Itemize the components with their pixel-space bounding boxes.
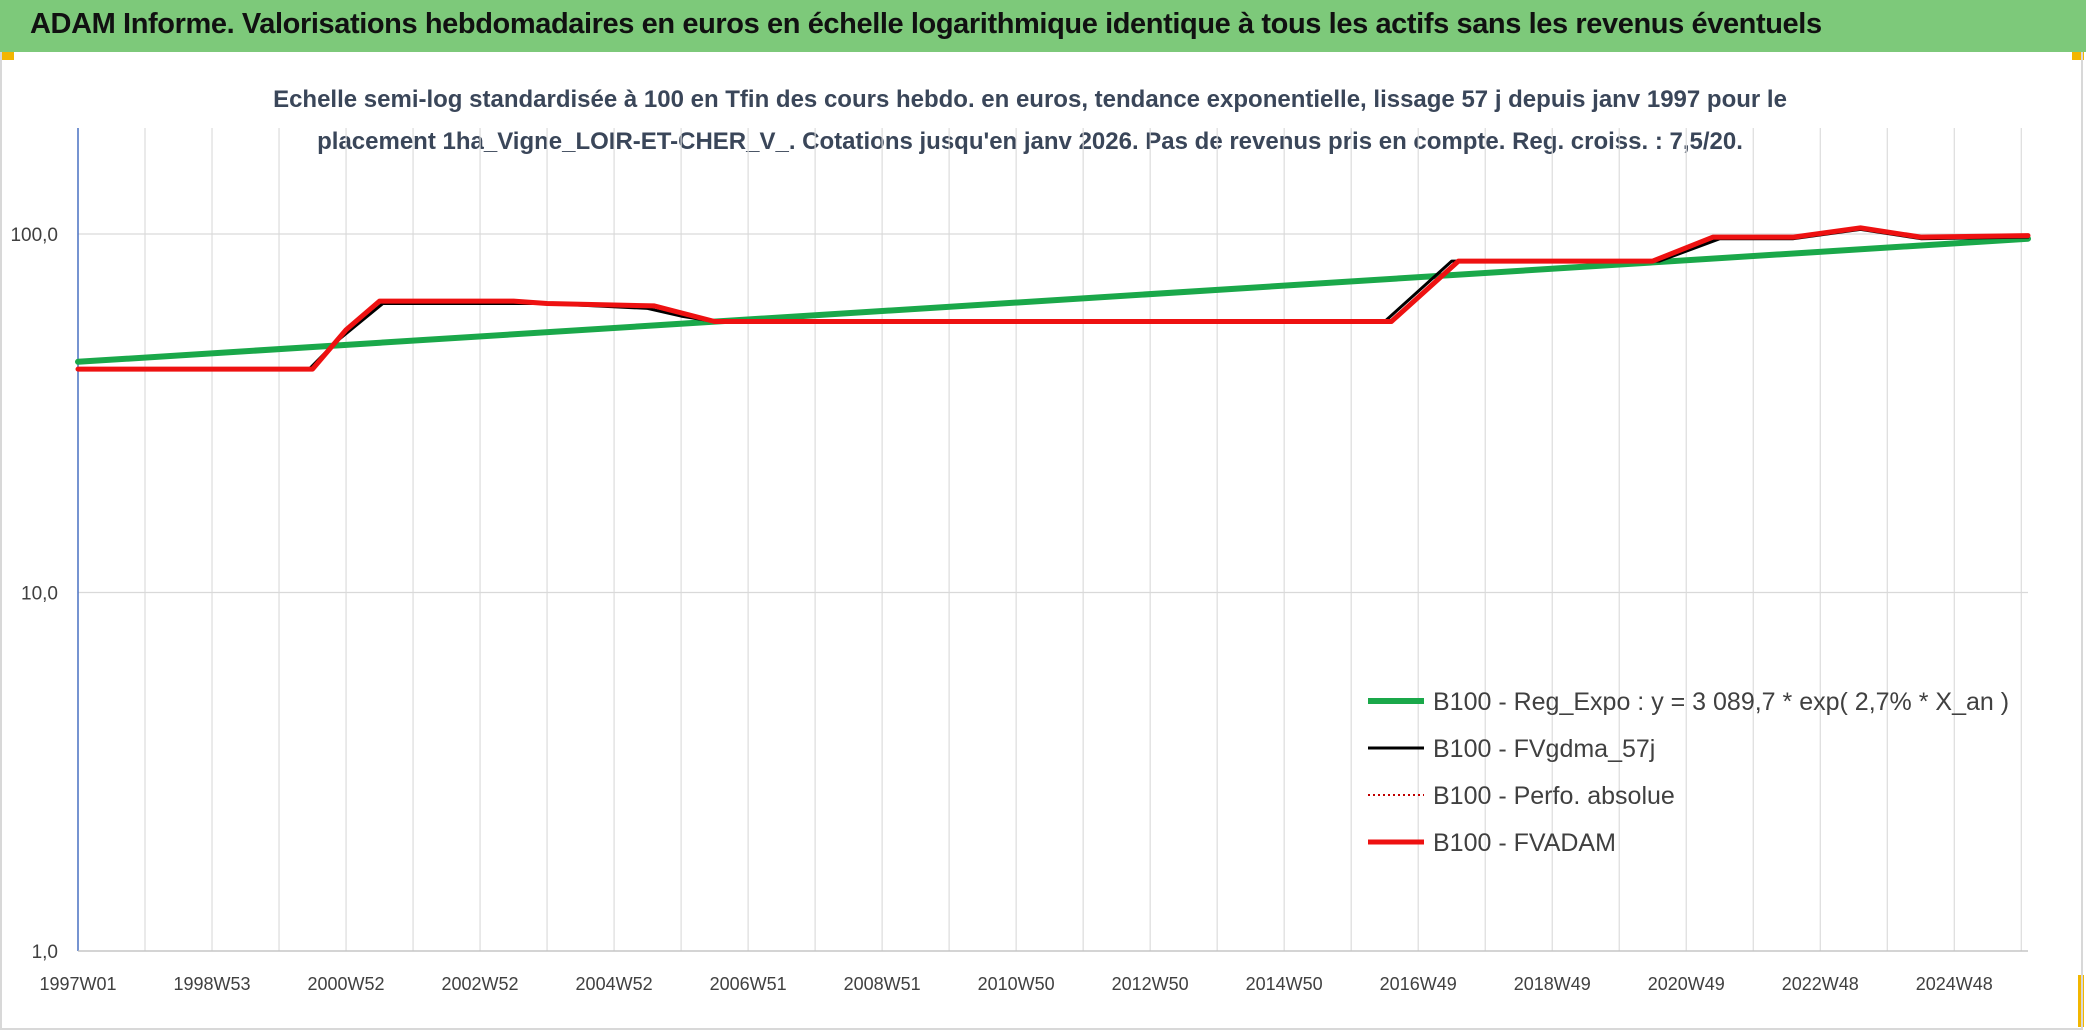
report-title: ADAM Informe. Valorisations hebdomadaire… (30, 8, 1822, 40)
x-tick-label: 2014W50 (1246, 974, 1323, 994)
x-tick-label: 1998W53 (173, 974, 250, 994)
x-tick-label: 2020W49 (1648, 974, 1725, 994)
y-tick-label: 10,0 (21, 584, 58, 605)
x-tick-label: 2006W51 (710, 974, 787, 994)
x-tick-label: 2024W48 (1916, 974, 1993, 994)
x-tick-label: 2002W52 (442, 974, 519, 994)
chart-frame (0, 52, 2083, 1030)
legend-label-1: B100 - FVgdma_57j (1433, 735, 1655, 763)
x-tick-label: 2016W49 (1380, 974, 1457, 994)
header-bar: ADAM Informe. Valorisations hebdomadaire… (0, 0, 2086, 52)
chart-title-line-2: placement 1ha_Vigne_LOIR-ET-CHER_V_. Cot… (317, 128, 1743, 155)
legend-label-3: B100 - FVADAM (1433, 829, 1616, 857)
series-line-3 (75, 225, 2031, 372)
legend-label-0: B100 - Reg_Expo : y = 3 089,7 * exp( 2,7… (1433, 688, 2009, 716)
x-tick-label: 2008W51 (844, 974, 921, 994)
x-tick-label: 1997W01 (39, 974, 116, 994)
y-tick-label: 100,0 (10, 225, 58, 246)
chart-title-line-1: Echelle semi-log standardisée à 100 en T… (273, 86, 1787, 113)
x-tick-label: 2022W48 (1782, 974, 1859, 994)
x-tick-label: 2004W52 (576, 974, 653, 994)
x-tick-label: 2018W49 (1514, 974, 1591, 994)
series-line-0 (75, 235, 2031, 365)
y-tick-label: 1,0 (32, 942, 58, 963)
legend-label-2: B100 - Perfo. absolue (1433, 782, 1675, 810)
x-tick-label: 2010W50 (978, 974, 1055, 994)
corner-marker-left (0, 52, 14, 60)
corner-marker-right (2072, 52, 2084, 60)
x-tick-label: 2000W52 (308, 974, 385, 994)
x-tick-label: 2012W50 (1112, 974, 1189, 994)
